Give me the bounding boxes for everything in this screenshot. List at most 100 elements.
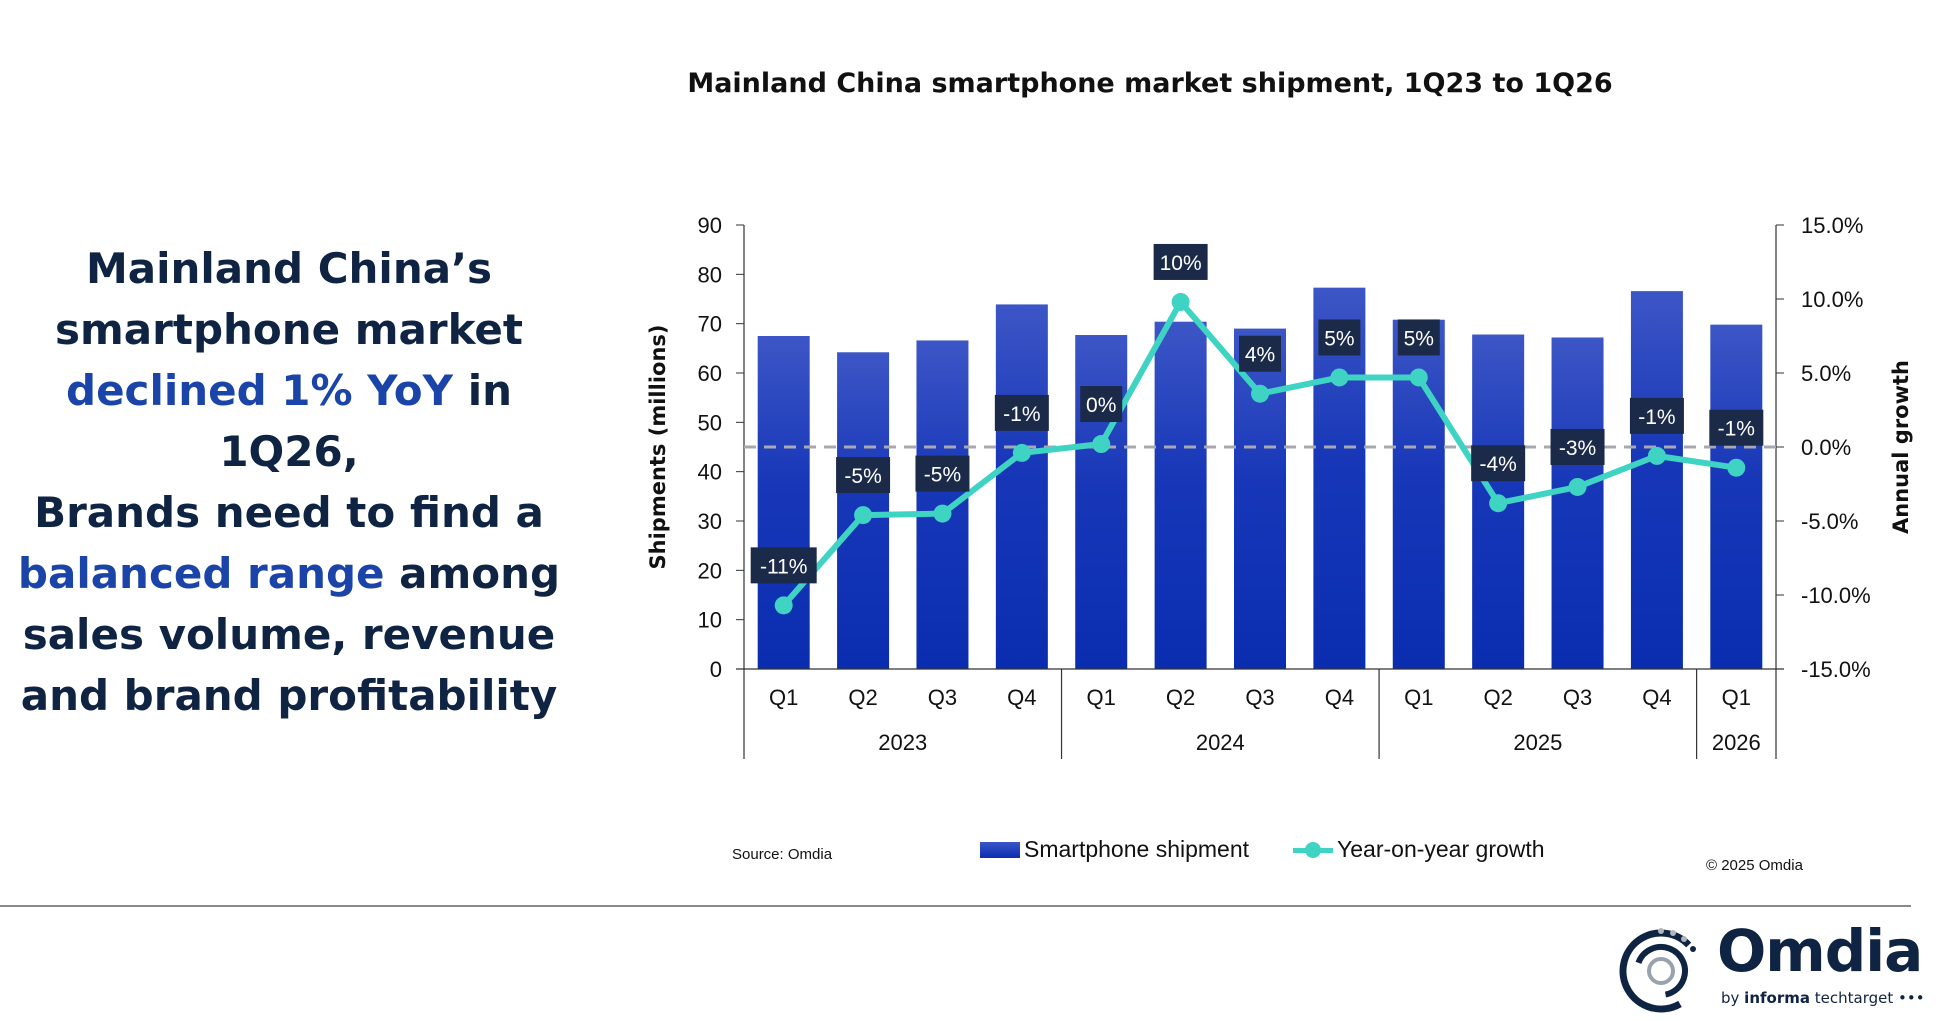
x-tick-label: Q1 [1722,685,1751,710]
y2-axis-title: Annual growth [1889,360,1913,534]
y2-tick-label: -10.0% [1801,583,1871,608]
logo-sub-bold: informa [1744,989,1810,1007]
y-tick-label: 30 [698,509,722,534]
data-label-box [1397,319,1440,356]
data-label-box [750,547,817,584]
data-label: 0% [1086,394,1116,417]
headline-line: smartphone market [0,299,578,360]
y-tick-label: 60 [698,361,722,386]
headline-text: in 1Q26, [219,366,512,476]
y-tick-label: 50 [698,410,722,435]
growth-point [774,596,793,615]
headline: Mainland China’s smartphone market decline… [0,238,578,726]
headline-line: balanced range among [0,543,578,604]
data-label-box [1629,397,1684,434]
bar [1234,328,1286,669]
data-label: 5% [1404,327,1434,350]
growth-point [854,506,873,525]
data-label-box [915,455,970,492]
y-tick-label: 10 [698,608,722,633]
data-label: -3% [1559,437,1596,460]
headline-line: sales volume, revenue [0,604,578,665]
x-tick-label: Q1 [769,685,798,710]
data-label: -11% [760,555,807,578]
headline-text: Brands need to find a [34,488,544,537]
y-tick-label: 90 [698,213,722,238]
bar-swatch-icon [980,841,1020,858]
legend-item-shipment: Smartphone shipment [980,836,1249,863]
y2-tick-label: 5.0% [1801,361,1851,386]
x-tick-label: Q4 [1007,685,1036,710]
growth-point [1489,494,1508,513]
x-tick-label: Q3 [928,685,957,710]
headline-highlight: declined 1% YoY [66,366,454,415]
data-label: -1% [1638,406,1675,429]
y-tick-label: 70 [698,312,722,337]
y-axis-title: Shipments (millions) [646,325,670,570]
y-tick-label: 80 [698,262,722,287]
data-label-box [1153,243,1208,280]
bar [757,336,810,669]
y2-tick-label: 10.0% [1801,287,1863,312]
headline-highlight: balanced range [17,549,385,598]
y2-tick-label: -15.0% [1801,657,1871,682]
data-label-box [1550,428,1605,465]
x-tick-label: Q4 [1325,685,1354,710]
headline-text: sales volume, revenue [22,610,556,659]
data-label: -5% [844,465,881,488]
growth-point [1012,443,1031,462]
data-label: -4% [1479,453,1516,476]
headline-text: Mainland China’s [85,244,493,293]
logo-wordmark: Omdia [1717,917,1923,985]
x-tick-label: Q3 [1563,685,1592,710]
x-tick-label: Q2 [1166,685,1195,710]
year-label: 2024 [1196,730,1245,755]
data-label-box [994,394,1049,431]
x-tick-label: Q1 [1087,685,1116,710]
bar [1710,324,1763,669]
legend-label: Year-on-year growth [1337,836,1545,862]
headline-line: declined 1% YoY in 1Q26, [0,360,578,482]
logo-sub-prefix: by [1721,989,1745,1007]
y-tick-label: 20 [698,558,722,583]
divider [0,905,1911,907]
growth-point [1330,368,1349,387]
growth-point [1647,446,1666,465]
logo-sub-rest: techtarget [1809,989,1894,1007]
bar [1630,291,1683,669]
headline-line: Brands need to find a [0,482,578,543]
y2-tick-label: 0.0% [1801,435,1851,460]
data-label: -5% [924,464,961,487]
copyright: © 2025 Omdia [1706,857,1803,874]
growth-point [1727,458,1746,477]
growth-point [1409,368,1428,387]
bar [995,304,1048,669]
growth-point [1171,292,1190,311]
headline-line: Mainland China’s [0,238,578,299]
growth-point [933,504,952,523]
growth-point [1568,477,1587,496]
bar [1551,337,1604,669]
data-label: 10% [1160,252,1202,275]
headline-text: and brand profitability [20,671,558,720]
year-label: 2023 [878,730,927,755]
data-label: -1% [1718,418,1755,441]
bar [1075,335,1128,669]
year-label: 2026 [1712,730,1761,755]
growth-point [1092,435,1111,454]
legend-label: Smartphone shipment [1024,836,1250,862]
legend-item-growth: Year-on-year growth [1293,836,1545,863]
line-swatch-icon [1293,840,1334,860]
x-tick-label: Q4 [1642,685,1671,710]
x-tick-label: Q2 [1483,685,1512,710]
data-label: 5% [1324,327,1354,350]
omdia-logo-icon [1619,928,1703,1013]
y-tick-label: 0 [710,657,722,682]
headline-text: among [384,549,561,598]
data-label-box [1471,445,1526,482]
source-note: Source: Omdia [732,846,833,863]
data-label-box [836,457,891,494]
y2-tick-label: -5.0% [1801,509,1858,534]
year-label: 2025 [1513,730,1562,755]
logo-subtitle: by informa techtarget ••• [1721,989,1925,1007]
